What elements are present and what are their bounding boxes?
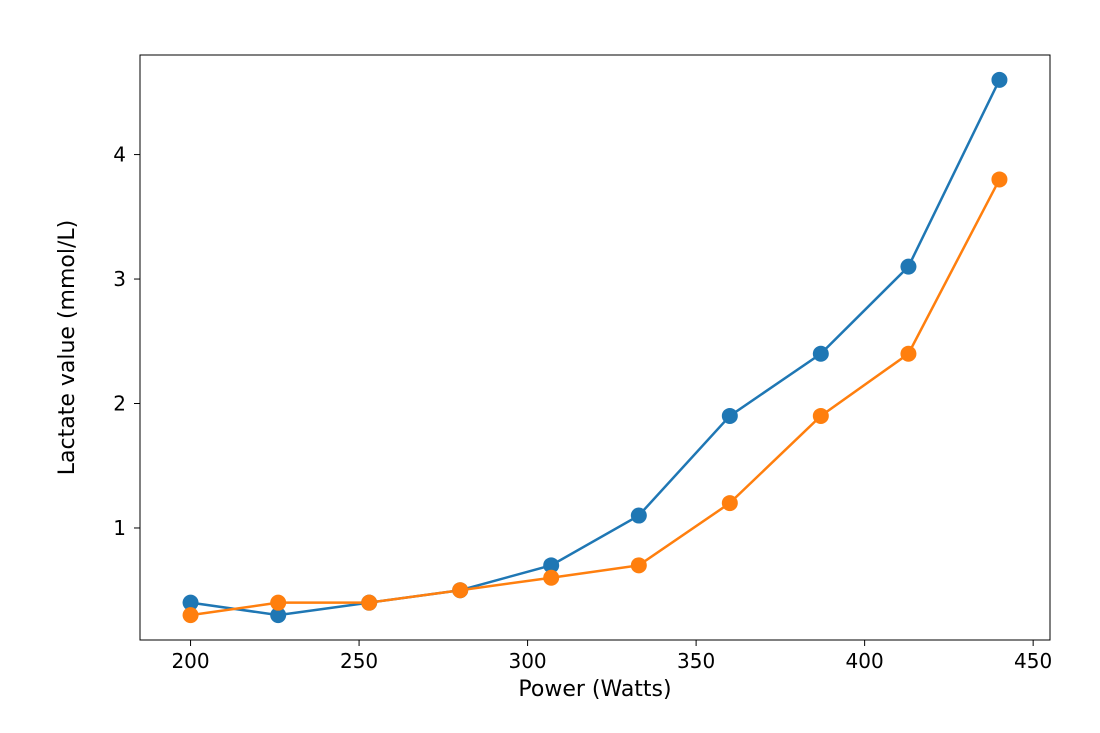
series-b-marker — [631, 557, 647, 573]
x-tick-label: 300 — [508, 649, 546, 673]
series-b-marker — [900, 346, 916, 362]
series-b-marker — [813, 408, 829, 424]
x-axis-label: Power (Watts) — [518, 677, 671, 702]
y-tick-label: 4 — [113, 143, 126, 167]
lactate-power-chart: 200 250 300 350 400 450 1 2 3 4 Power (Watts) Lacta… — [0, 0, 1100, 733]
series-b-marker — [270, 595, 286, 611]
y-axis-label: Lactate value (mmol/L) — [55, 220, 80, 475]
series-a-marker — [900, 259, 916, 275]
x-tick-label: 250 — [340, 649, 378, 673]
series-a-marker — [813, 346, 829, 362]
series-a-line — [191, 80, 1000, 615]
x-tick-label: 450 — [1014, 649, 1052, 673]
series-a-marker — [631, 508, 647, 524]
series-a-marker — [991, 72, 1007, 88]
series-b-marker — [722, 495, 738, 511]
series-b-marker — [543, 570, 559, 586]
series-b-marker — [183, 607, 199, 623]
plot-frame — [140, 55, 1050, 640]
series-b-marker — [361, 595, 377, 611]
series-a-marker — [722, 408, 738, 424]
series-b-marker — [991, 171, 1007, 187]
chart-container: 200 250 300 350 400 450 1 2 3 4 Power (Watts) Lacta… — [0, 0, 1100, 733]
series-b-marker — [452, 582, 468, 598]
x-tick-label: 400 — [846, 649, 884, 673]
y-tick-label: 2 — [113, 392, 126, 416]
x-tick-label: 350 — [677, 649, 715, 673]
x-tick-label: 200 — [171, 649, 209, 673]
y-tick-label: 3 — [113, 267, 126, 291]
y-tick-label: 1 — [113, 516, 126, 540]
series-b-line — [191, 179, 1000, 615]
